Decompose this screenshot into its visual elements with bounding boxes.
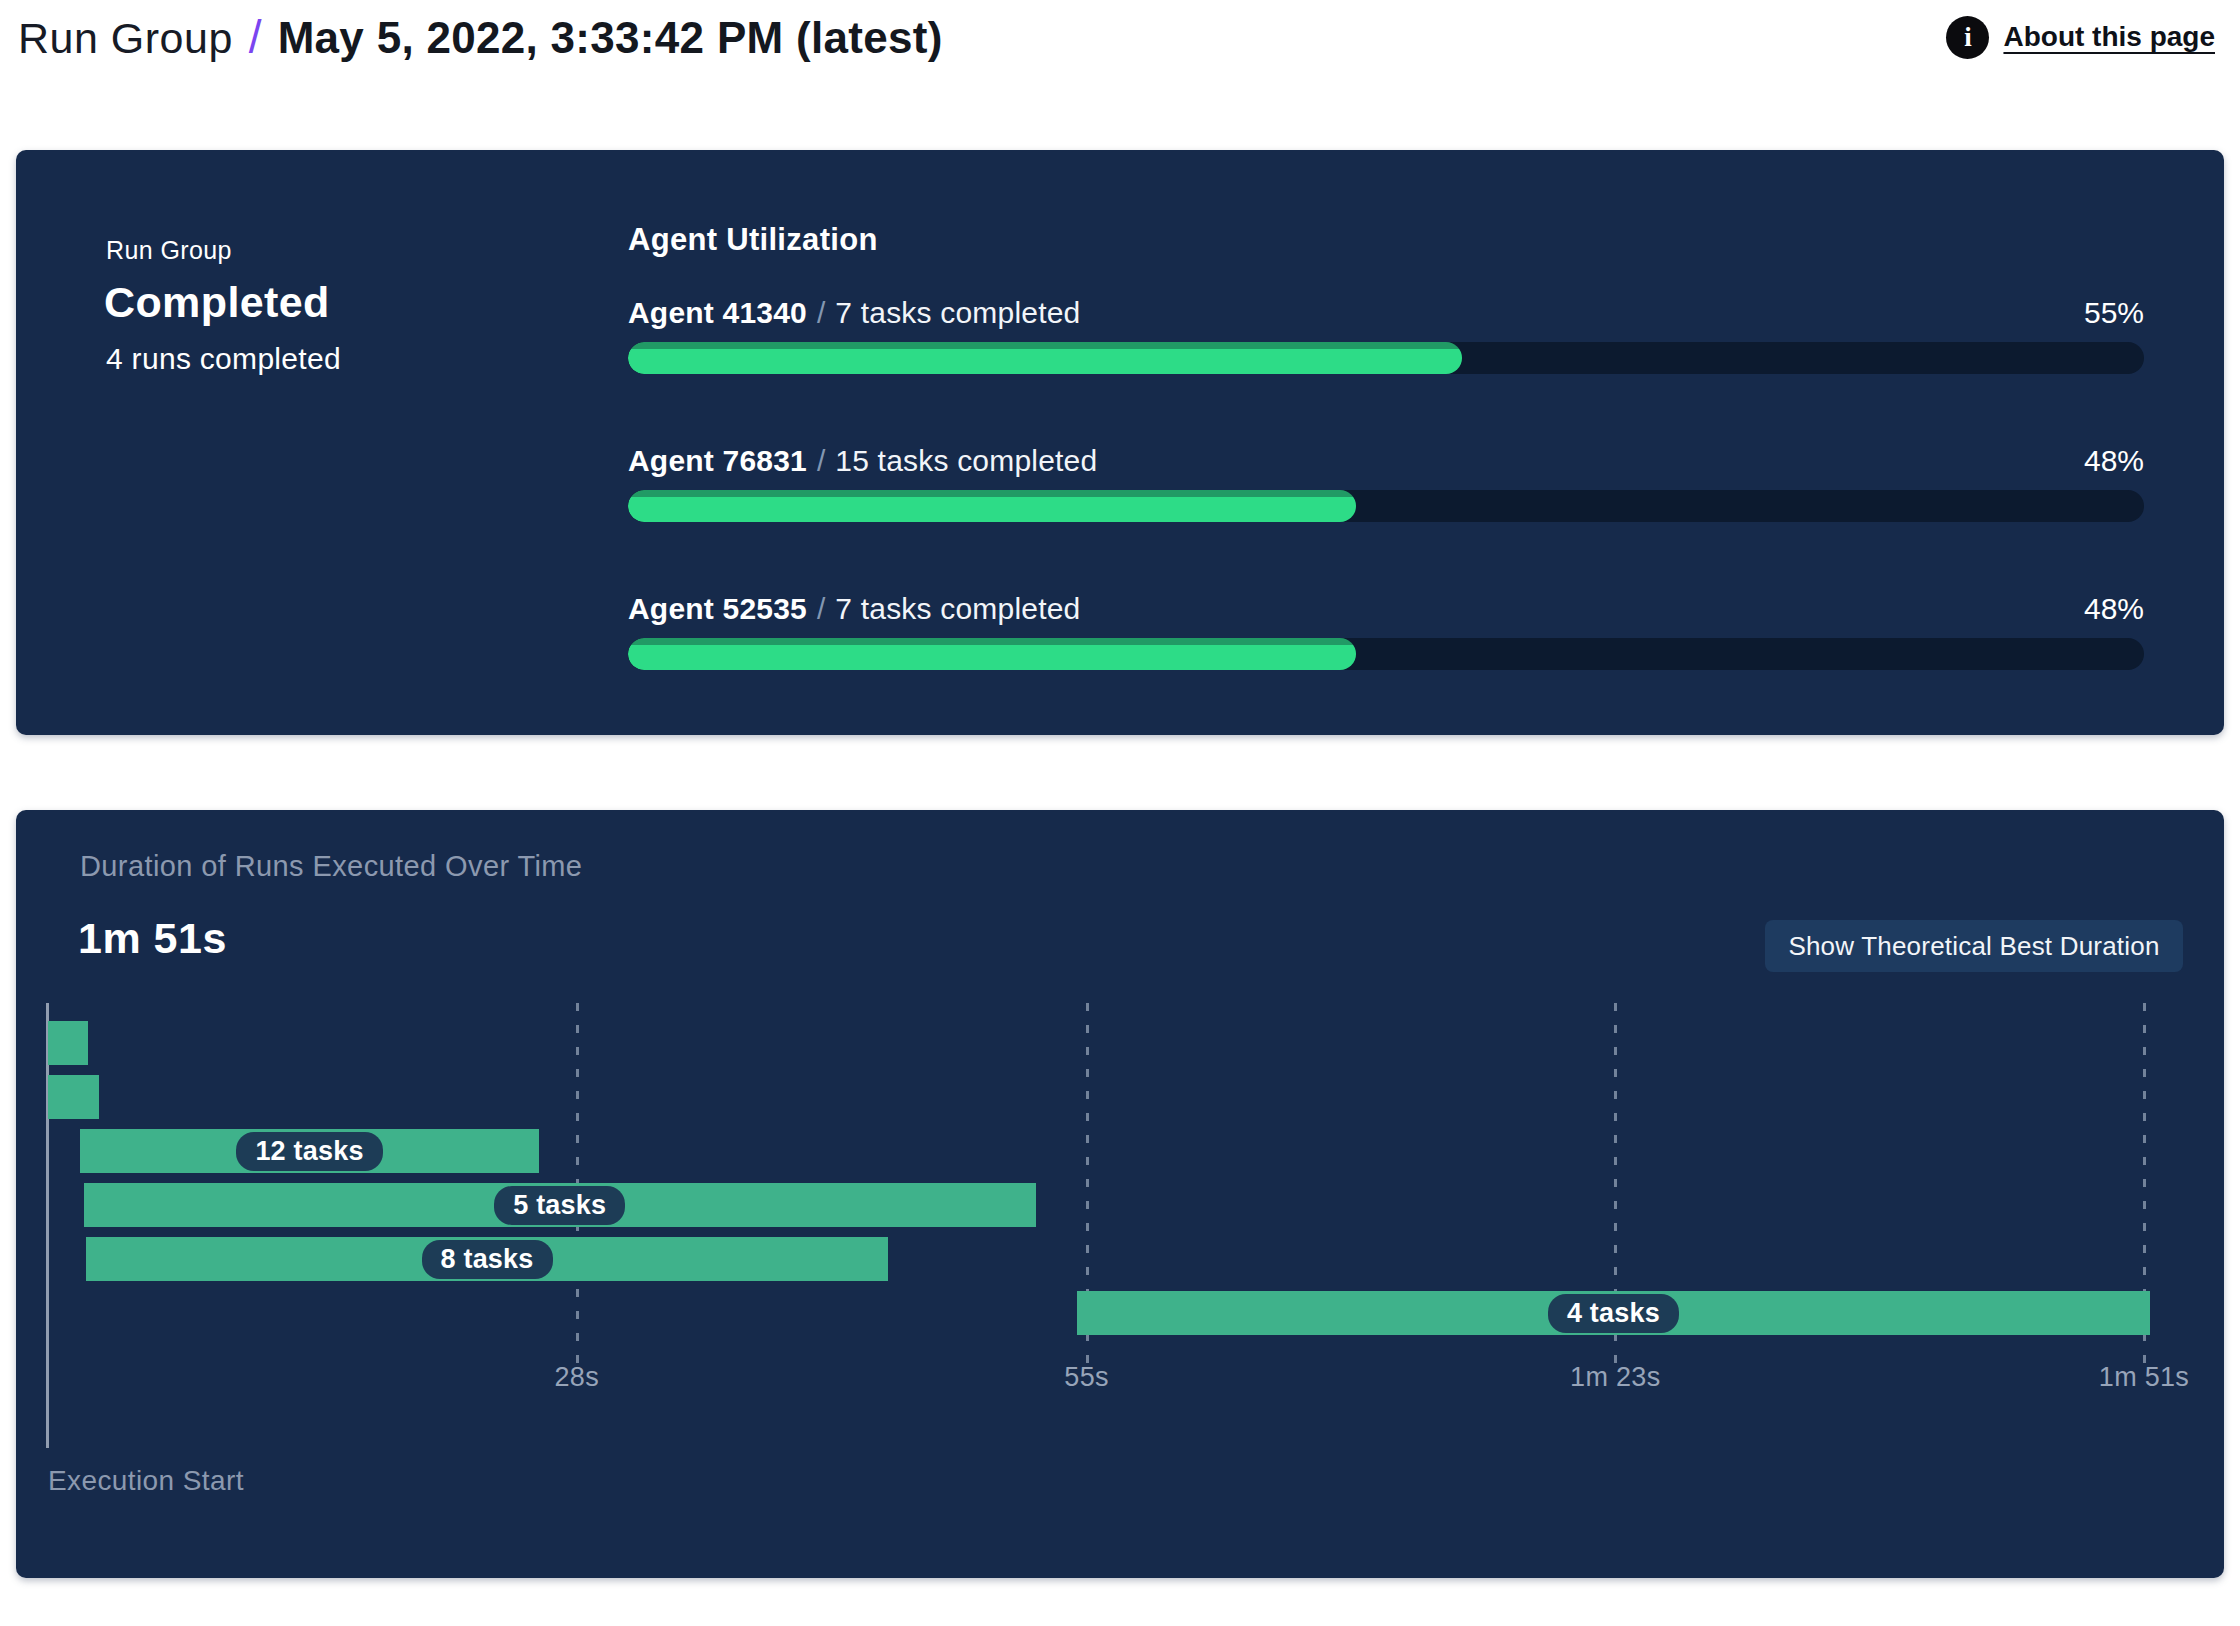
agent-row: Agent 52535 / 7 tasks completed 48%: [628, 592, 2144, 670]
agent-progress-track: [628, 490, 2144, 522]
about-link-label: About this page: [2003, 21, 2215, 53]
gantt-run-bar[interactable]: 8 tasks: [86, 1237, 889, 1281]
gantt-bar-task-count-chip: 4 tasks: [1548, 1294, 1679, 1333]
agent-progress-track: [628, 638, 2144, 670]
agent-name: Agent 76831: [628, 444, 807, 478]
agent-row: Agent 76831 / 15 tasks completed 48%: [628, 444, 2144, 522]
agent-name: Agent 41340: [628, 296, 807, 330]
time-axis-tick-label: 55s: [1007, 1362, 1167, 1393]
agent-tasks-completed: 7 tasks completed: [835, 592, 1080, 626]
agent-name: Agent 52535: [628, 592, 807, 626]
page-title: May 5, 2022, 3:33:42 PM (latest): [278, 13, 943, 63]
agent-tasks-completed: 15 tasks completed: [835, 444, 1097, 478]
agent-progress-fill: [628, 490, 1356, 522]
run-status: Completed: [104, 278, 330, 327]
agent-utilization-title: Agent Utilization: [628, 222, 878, 258]
time-axis-tick-label: 28s: [497, 1362, 657, 1393]
agent-utilization-percent: 48%: [2084, 592, 2144, 626]
execution-start-label: Execution Start: [48, 1465, 244, 1497]
agent-progress-fill: [628, 638, 1356, 670]
agent-label-separator: /: [817, 592, 825, 626]
agent-progress-track: [628, 342, 2144, 374]
time-axis-tick-label: 1m 23s: [1535, 1362, 1695, 1393]
gantt-run-bar[interactable]: 12 tasks: [80, 1129, 539, 1173]
breadcrumb-separator: /: [249, 10, 262, 64]
agent-progress-fill: [628, 342, 1462, 374]
run-group-summary-panel: Run Group Completed 4 runs completed Age…: [16, 150, 2224, 735]
gantt-bar-task-count-chip: 5 tasks: [494, 1186, 625, 1225]
runs-completed-count: 4 runs completed: [106, 342, 341, 376]
gantt-run-bar[interactable]: [48, 1075, 99, 1119]
agent-label-separator: /: [817, 296, 825, 330]
about-this-page-link[interactable]: i About this page: [1946, 16, 2215, 59]
agent-tasks-completed: 7 tasks completed: [835, 296, 1080, 330]
gantt-bar-task-count-chip: 12 tasks: [236, 1132, 382, 1171]
execution-start-axis-line: [46, 1003, 49, 1448]
agent-label-separator: /: [817, 444, 825, 478]
agent-row-header: Agent 76831 / 15 tasks completed 48%: [628, 444, 2144, 480]
breadcrumb: Run Group / May 5, 2022, 3:33:42 PM (lat…: [18, 10, 943, 64]
agent-row-header: Agent 52535 / 7 tasks completed 48%: [628, 592, 2144, 628]
agent-row-header: Agent 41340 / 7 tasks completed 55%: [628, 296, 2144, 332]
run-group-eyebrow: Run Group: [106, 236, 232, 265]
agent-row: Agent 41340 / 7 tasks completed 55%: [628, 296, 2144, 374]
agent-utilization-percent: 55%: [2084, 296, 2144, 330]
gantt-run-bar[interactable]: 5 tasks: [84, 1183, 1036, 1227]
duration-panel: Duration of Runs Executed Over Time 1m 5…: [16, 810, 2224, 1578]
gantt-bar-task-count-chip: 8 tasks: [422, 1240, 553, 1279]
gantt-chart: Execution Start 28s 55s 1m 23s 1m 51s 12 tas…: [16, 810, 2224, 1578]
breadcrumb-root: Run Group: [18, 14, 233, 63]
page-header: Run Group / May 5, 2022, 3:33:42 PM (lat…: [18, 10, 2215, 64]
info-icon: i: [1946, 16, 1989, 59]
time-axis-tick-label: 1m 51s: [2064, 1362, 2224, 1393]
gantt-run-bar[interactable]: 4 tasks: [1077, 1291, 2150, 1335]
gantt-run-bar[interactable]: [48, 1021, 88, 1065]
agent-utilization-percent: 48%: [2084, 444, 2144, 478]
